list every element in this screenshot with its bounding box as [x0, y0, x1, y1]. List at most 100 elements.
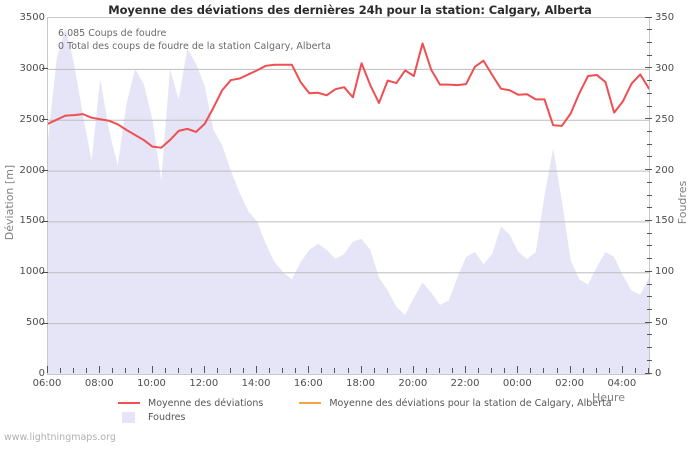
y-tickmark-right	[645, 219, 652, 221]
y-tick-right-50: 50	[655, 317, 668, 329]
x-tickmark	[621, 366, 623, 373]
x-tickmark	[216, 368, 218, 373]
plot-area	[47, 17, 650, 375]
y-tickmark-right	[645, 118, 652, 120]
y-tick-right-150: 150	[655, 215, 675, 227]
chart-legend: Moyenne des déviations Moyenne des dévia…	[118, 396, 678, 424]
legend-row-1: Moyenne des déviations Moyenne des dévia…	[118, 396, 678, 410]
legend-row-2: Foudres	[118, 410, 678, 424]
x-tick-1600: 16:00	[293, 378, 323, 389]
x-tickmark	[282, 368, 284, 373]
x-tickmark	[86, 368, 88, 373]
legend-line-icon-station	[299, 401, 322, 405]
y-tickmark-right	[647, 207, 652, 209]
chart-annotation: 6.085 Coups de foudre 0 Total des coups …	[58, 27, 331, 53]
y-tickmark-right	[647, 283, 652, 285]
y-tickmark-right	[647, 105, 652, 107]
x-tickmark	[491, 368, 493, 373]
y-tick-left-1500: 1500	[19, 215, 45, 227]
y-tickmark-left	[42, 119, 48, 121]
x-tickmark	[177, 368, 179, 373]
y-tick-left-500: 500	[25, 317, 45, 329]
x-tickmark	[360, 366, 362, 373]
x-tickmark	[203, 366, 205, 373]
x-tick-2200: 22:00	[450, 378, 480, 389]
x-tickmark	[99, 366, 101, 373]
x-tickmark	[608, 368, 610, 373]
x-tick-0400: 04:00	[607, 378, 637, 389]
x-tickmark	[648, 368, 649, 373]
legend-swatch-icon-strokes	[122, 411, 135, 423]
x-tick-0000: 00:00	[502, 378, 532, 389]
x-tickmark	[569, 366, 571, 373]
y-tickmark-right	[647, 29, 652, 31]
x-tickmark	[386, 368, 388, 373]
x-tick-1200: 12:00	[189, 378, 219, 389]
legend-label-station: Moyenne des déviations pour la station d…	[329, 397, 612, 409]
y-tickmark-right	[645, 16, 652, 18]
x-tickmark	[321, 368, 323, 373]
y-tick-right-350: 350	[655, 12, 675, 23]
x-tickmark	[465, 366, 467, 373]
x-tickmark	[399, 368, 401, 373]
y-tick-right-250: 250	[655, 113, 675, 125]
y-tickmark-right	[645, 169, 652, 171]
x-tickmark	[556, 368, 558, 373]
legend-line-icon-deviation	[118, 401, 140, 405]
y-tickmark-left	[42, 220, 48, 222]
y-tick-left-1000: 1000	[19, 266, 45, 278]
x-tickmark	[242, 368, 244, 373]
x-tick-0200: 02:00	[555, 378, 584, 389]
x-tickmark	[229, 368, 231, 373]
x-tickmark	[334, 368, 336, 373]
x-tickmark	[373, 368, 375, 373]
x-tickmark	[164, 368, 166, 373]
y-axis-left-label: Déviation [m]	[3, 164, 17, 241]
y-tickmark-right	[647, 296, 652, 298]
y-tickmark-right	[647, 156, 652, 158]
legend-label-strokes: Foudres	[148, 411, 186, 423]
y-tickmark-right	[647, 347, 652, 349]
y-tick-right-0: 0	[655, 368, 662, 379]
y-tickmark-right	[647, 143, 652, 145]
x-tickmark	[73, 368, 75, 373]
y-tick-left-0: 0	[38, 368, 45, 379]
y-tickmark-right	[647, 232, 652, 234]
x-tick-1000: 10:00	[137, 378, 166, 389]
legend-item-deviation[interactable]: Moyenne des déviations	[118, 398, 263, 409]
x-tickmark	[138, 368, 140, 373]
x-tickmark	[452, 368, 454, 373]
x-tickmark	[347, 368, 349, 373]
x-tickmark	[517, 366, 519, 373]
x-tickmark	[190, 368, 192, 373]
y-tickmark-right	[647, 80, 652, 82]
y-tickmark-right	[645, 270, 652, 272]
y-tickmark-right	[647, 245, 652, 247]
x-tickmark	[412, 366, 414, 373]
x-tickmark	[634, 368, 636, 373]
y-tickmark-left	[42, 68, 48, 70]
y-tickmark-right	[647, 359, 652, 361]
y-tickmark-right	[647, 54, 652, 56]
y-tick-right-300: 300	[655, 62, 675, 74]
y-tickmark-right	[647, 41, 652, 43]
y-tickmark-right	[645, 67, 652, 69]
annotation-line-1: 6.085 Coups de foudre	[58, 28, 167, 39]
plot-svg	[48, 28, 649, 374]
x-tickmark	[151, 366, 153, 373]
y-tickmark-right	[647, 334, 652, 336]
y-tick-right-100: 100	[655, 266, 675, 278]
legend-item-strokes[interactable]: Foudres	[118, 411, 186, 423]
y-tickmark-right	[647, 258, 652, 260]
x-tickmark	[504, 368, 506, 373]
x-tickmark	[256, 366, 258, 373]
legend-item-station[interactable]: Moyenne des déviations pour la station d…	[299, 397, 612, 409]
y-tick-left-2000: 2000	[19, 164, 45, 176]
footer-url: www.lightningmaps.org	[4, 432, 116, 443]
x-tickmark	[530, 368, 532, 373]
x-tickmark	[112, 368, 114, 373]
x-tickmark	[595, 368, 597, 373]
x-tickmark	[269, 368, 271, 373]
y-tickmark-left	[42, 271, 48, 273]
legend-label-deviation: Moyenne des déviations	[148, 397, 264, 409]
